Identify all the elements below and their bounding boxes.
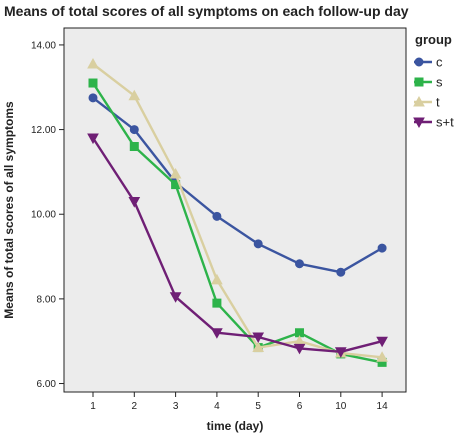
data-point-s-t: [128, 197, 141, 208]
data-point-s: [88, 78, 98, 88]
legend-swatch-marker: [414, 57, 424, 67]
legend-label: s: [436, 75, 443, 90]
legend-label: t: [436, 95, 440, 110]
data-point-t: [169, 167, 182, 179]
data-point-t: [211, 273, 223, 285]
data-point-s-t: [211, 328, 223, 339]
data-point-c: [212, 211, 222, 221]
x-axis: 1 2 3 4 5 6 10 14: [90, 392, 388, 412]
series-s-t: [87, 133, 388, 358]
legend-swatch-marker: [413, 95, 425, 107]
x-tick-label: 1: [90, 401, 96, 412]
series-line-c: [92, 96, 383, 274]
data-point-s-t: [293, 343, 306, 355]
data-point-c: [88, 93, 98, 103]
legend-item-c: c: [414, 55, 443, 70]
data-point-s: [129, 142, 139, 152]
plot-area: [63, 27, 407, 393]
data-point-t: [376, 351, 388, 362]
data-point-c: [129, 125, 139, 135]
data-point-t: [87, 57, 99, 69]
data-point-t: [128, 89, 141, 101]
data-point-s-t: [376, 336, 388, 348]
data-point-t: [252, 341, 265, 353]
legend-item-s-t: s+t: [413, 115, 454, 130]
x-tick-label: 2: [132, 401, 138, 412]
data-point-s-t: [252, 332, 265, 344]
legend-title: group: [415, 32, 452, 47]
chart-title: Means of total scores of all symptoms on…: [4, 3, 409, 19]
legend-item-s: s: [414, 75, 443, 90]
y-axis: 6.00 8.00 10.00 12.00 14.00: [31, 40, 64, 390]
x-tick-label: 14: [377, 401, 389, 412]
data-point-c: [295, 259, 304, 269]
y-tick-label: 6.00: [37, 379, 57, 390]
y-tick-label: 12.00: [31, 125, 56, 136]
data-point-s-t: [169, 292, 182, 303]
legend-swatch-marker: [414, 77, 424, 87]
y-axis-label: Means of total scores of all symptoms: [2, 101, 16, 319]
data-point-s-t: [334, 347, 347, 358]
series-layer: [87, 57, 388, 367]
x-tick-label: 3: [173, 401, 179, 412]
legend: group cst s+t: [413, 32, 454, 130]
x-tick-label: 4: [214, 401, 220, 412]
data-point-c: [253, 239, 263, 249]
legend-label: s+t: [436, 115, 454, 130]
y-tick-label: 10.00: [31, 210, 56, 221]
x-axis-label: time (day): [207, 419, 264, 433]
data-point-c: [336, 267, 346, 277]
x-tick-label: 5: [255, 401, 261, 412]
data-point-s-t: [87, 133, 99, 145]
series-line-s-t: [91, 137, 383, 353]
data-point-c: [377, 243, 387, 253]
y-tick-label: 8.00: [37, 294, 57, 305]
x-tick-label: 10: [335, 401, 347, 412]
legend-label: c: [436, 55, 443, 70]
legend-swatch-marker: [413, 117, 425, 129]
x-tick-label: 6: [297, 401, 303, 412]
legend-item-t: t: [413, 95, 440, 110]
data-point-s: [212, 298, 222, 308]
y-tick-label: 14.00: [31, 40, 56, 51]
